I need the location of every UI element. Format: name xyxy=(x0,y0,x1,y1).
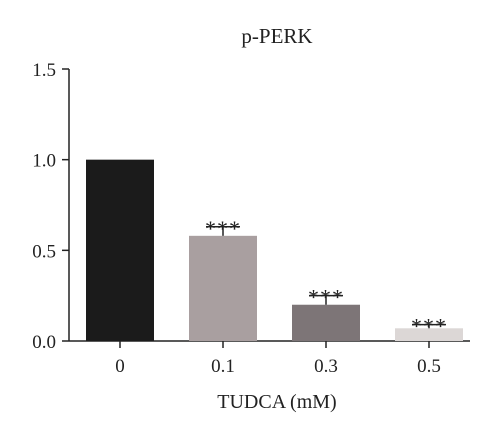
significance-marker: *** xyxy=(205,216,241,241)
x-tick-label: 0.5 xyxy=(417,356,441,377)
significance-marker: *** xyxy=(308,285,344,310)
y-axis: 0.0 0.5 1.0 1.5 xyxy=(32,60,70,353)
significance-annotations: *** *** *** xyxy=(205,216,447,339)
chart-title: p-PERK xyxy=(241,24,312,48)
y-tick-label: 0.5 xyxy=(32,241,56,262)
x-axis-label: TUDCA (mM) xyxy=(217,391,336,413)
bar-0.5 xyxy=(395,328,463,341)
x-tick-label: 0 xyxy=(115,356,125,377)
y-tick-label: 0.0 xyxy=(32,332,56,353)
bars xyxy=(86,159,463,341)
error-bars xyxy=(206,226,446,329)
x-axis: 0 0.1 0.3 0.5 xyxy=(69,340,470,377)
x-tick-label: 0.3 xyxy=(314,356,338,377)
bar-0.1 xyxy=(189,235,257,341)
y-tick-label: 1.5 xyxy=(32,60,56,81)
x-tick-label: 0.1 xyxy=(211,356,235,377)
bar-0.3 xyxy=(292,304,360,341)
y-tick-label: 1.0 xyxy=(32,151,56,172)
significance-marker: *** xyxy=(411,314,447,339)
bar-0 xyxy=(86,159,154,341)
